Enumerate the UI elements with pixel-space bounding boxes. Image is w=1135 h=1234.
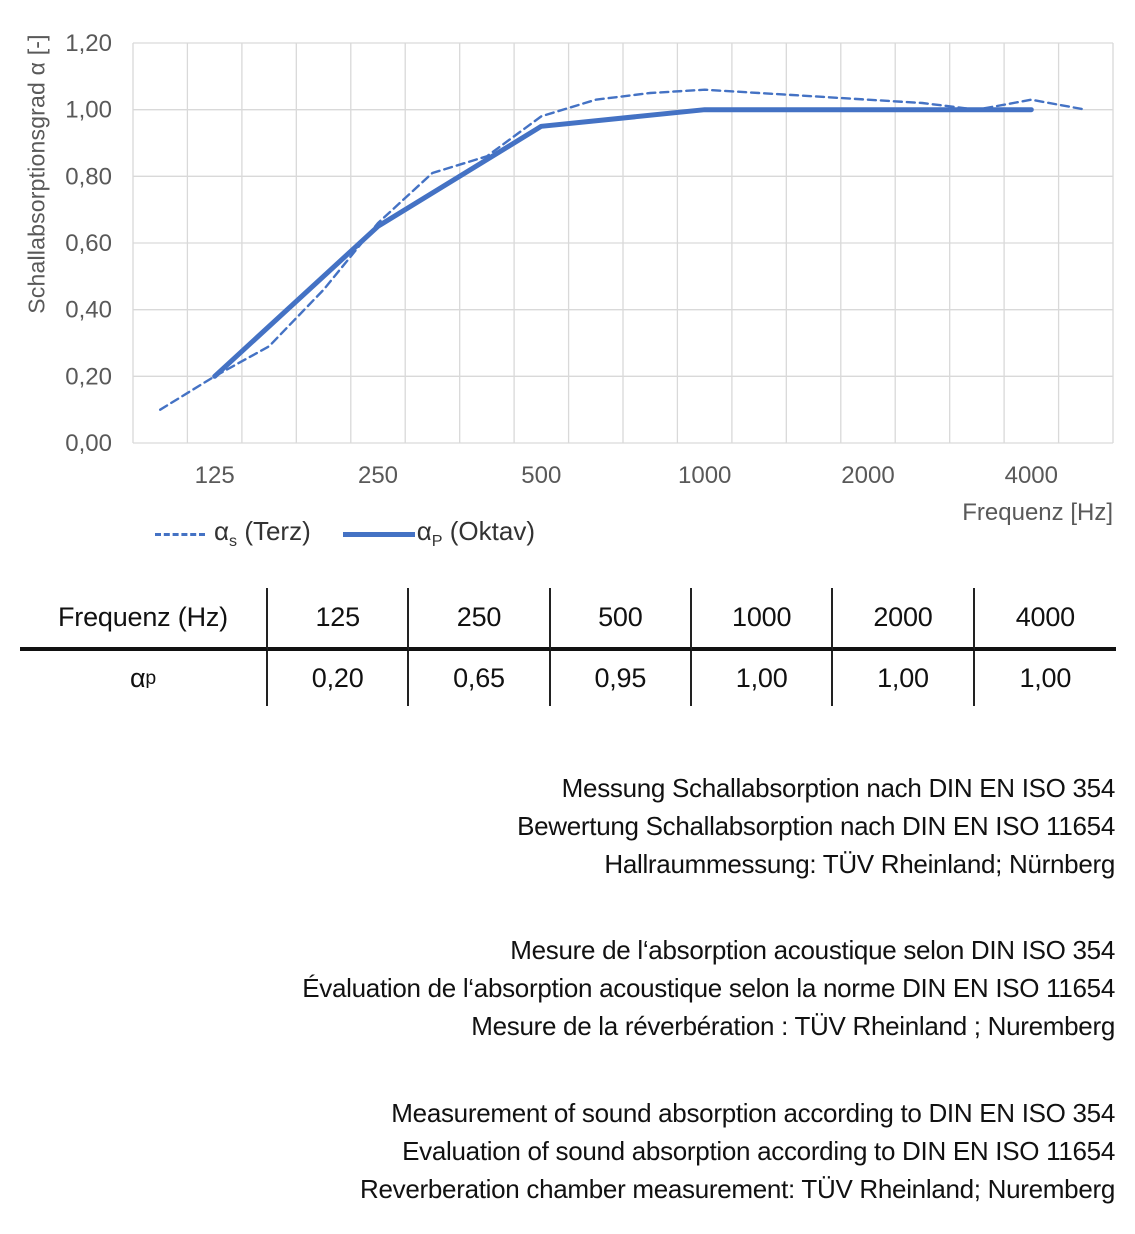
x-tick-label: 250 bbox=[358, 462, 398, 489]
x-tick-label: 2000 bbox=[841, 462, 894, 489]
note-line: Measurement of sound absorption accordin… bbox=[391, 1098, 1115, 1128]
y-axis-title: Schallabsorptionsgrad α [-] bbox=[23, 34, 50, 314]
table-frequency-value: 4000 bbox=[974, 588, 1116, 651]
note-line: Messung Schallabsorption nach DIN EN ISO… bbox=[561, 773, 1116, 803]
table-alpha-value: 0,65 bbox=[409, 651, 551, 706]
table-frequency-value: 1000 bbox=[691, 588, 834, 651]
y-tick-label: 1,00 bbox=[65, 97, 112, 124]
x-tick-label: 500 bbox=[521, 462, 561, 489]
legend-label-alpha-s: αs (Terz) bbox=[214, 516, 311, 551]
table-alpha-value: 0,95 bbox=[551, 651, 692, 706]
table-alpha-value: 1,00 bbox=[833, 651, 975, 706]
table-header-frequency: Frequenz (Hz) bbox=[20, 588, 268, 651]
absorption-chart: 0,00 0,20 0,40 0,60 0,80 1,00 1,20 125 250 500 100… bbox=[0, 0, 1135, 570]
y-tick-label: 0,80 bbox=[65, 163, 112, 190]
table-alpha-value: 1,00 bbox=[692, 651, 834, 706]
y-tick-label: 0,00 bbox=[65, 430, 112, 457]
note-line: Evaluation of sound absorption according… bbox=[402, 1136, 1115, 1166]
note-line: Reverberation chamber measurement: TÜV R… bbox=[360, 1174, 1115, 1204]
chart-legend: αs (Terz) αP (Oktav) bbox=[155, 516, 535, 551]
table-frequency-value: 250 bbox=[409, 588, 551, 651]
x-axis-title: Frequenz [Hz] bbox=[962, 499, 1113, 526]
alpha-s-third-octave-line bbox=[158, 88, 1088, 411]
table-frequency-value: 2000 bbox=[833, 588, 975, 651]
absorption-chart-svg: 0,00 0,20 0,40 0,60 0,80 1,00 1,20 125 250 500 100… bbox=[65, 30, 1114, 489]
y-tick-label: 0,60 bbox=[65, 230, 112, 257]
note-line: Mesure de l‘absorption acoustique selon … bbox=[510, 935, 1115, 965]
x-tick-label: 125 bbox=[195, 462, 235, 489]
note-line: Bewertung Schallabsorption nach DIN EN I… bbox=[517, 811, 1115, 841]
legend-solid-line-swatch bbox=[342, 531, 415, 537]
note-line: Hallraummessung: TÜV Rheinland; Nürnberg bbox=[604, 849, 1115, 879]
x-tick-label: 1000 bbox=[678, 462, 731, 489]
alpha-p-octave-line bbox=[212, 107, 1034, 379]
y-tick-label: 0,20 bbox=[65, 363, 112, 390]
notes-french: Mesure de l‘absorption acoustique selon … bbox=[0, 931, 1115, 1045]
legend-label-alpha-p: αP (Oktav) bbox=[416, 516, 535, 551]
legend-dashed-line-swatch bbox=[155, 532, 205, 536]
x-tick-label: 4000 bbox=[1005, 462, 1058, 489]
note-line: Évaluation de l‘absorption acoustique se… bbox=[302, 973, 1115, 1003]
table-alpha-value: 0,20 bbox=[268, 651, 410, 706]
note-line: Mesure de la réverbération : TÜV Rheinla… bbox=[471, 1011, 1115, 1041]
y-tick-label: 1,20 bbox=[65, 30, 112, 57]
notes-german: Messung Schallabsorption nach DIN EN ISO… bbox=[0, 769, 1115, 883]
notes-english: Measurement of sound absorption accordin… bbox=[0, 1094, 1115, 1208]
table-frequency-value: 500 bbox=[550, 588, 692, 651]
table-frequency-value: 125 bbox=[268, 588, 410, 651]
absorption-table: Frequenz (Hz) 125 250 500 1000 2000 4000… bbox=[20, 588, 1116, 706]
table-alpha-value: 1,00 bbox=[1019, 663, 1072, 693]
y-tick-label: 0,40 bbox=[65, 297, 112, 324]
